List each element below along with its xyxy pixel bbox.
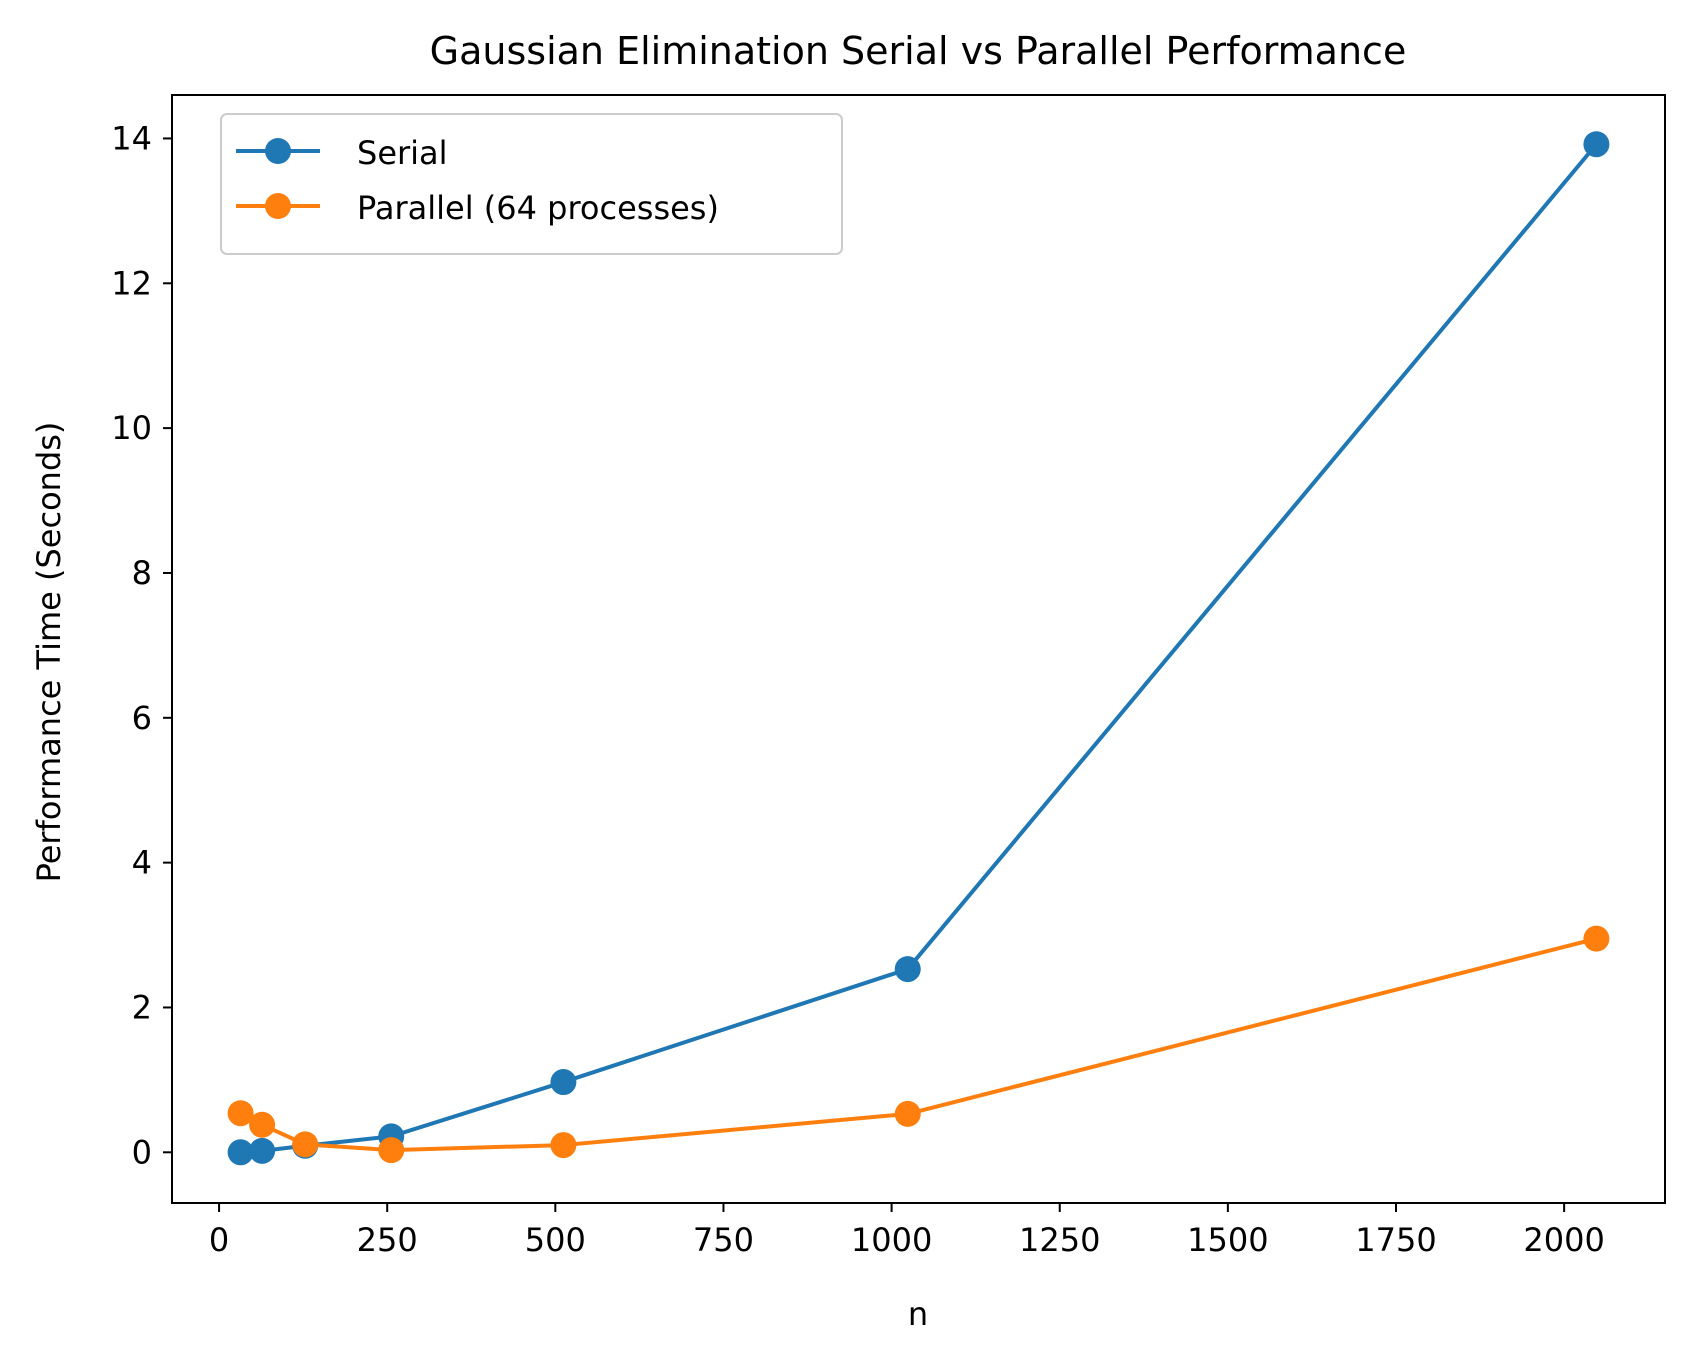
plot-frame [171,94,1666,1204]
x-tick-label: 1500 [1187,1221,1268,1259]
x-tick-label: 500 [525,1221,586,1259]
y-tick-label: 12 [111,264,152,302]
data-point-serial [894,956,921,983]
data-point-parallel [550,1132,577,1159]
x-tick-label: 1000 [851,1221,932,1259]
x-axis-title: n [908,1295,928,1333]
data-point-parallel [292,1131,319,1158]
x-tick-label: 1750 [1355,1221,1436,1259]
y-tick-label: 10 [111,409,152,447]
data-point-serial [550,1069,577,1096]
legend-label-serial: Serial [357,134,448,172]
y-tick-label: 4 [132,844,152,882]
legend-marker-parallel [265,193,291,219]
y-tick-label: 8 [132,554,152,592]
y-tick-label: 0 [132,1133,152,1171]
legend-label-parallel: Parallel (64 processes) [357,189,719,227]
x-tick-label: 1250 [1019,1221,1100,1259]
legend-marker-serial [265,138,291,164]
data-point-parallel [1583,925,1610,952]
x-tick-label: 750 [693,1221,754,1259]
x-tick-label: 0 [209,1221,229,1259]
data-point-parallel [378,1137,405,1164]
data-point-serial [227,1139,254,1166]
data-point-parallel [227,1100,254,1127]
data-point-serial [249,1137,276,1164]
y-tick-label: 2 [132,988,152,1026]
chart-title: Gaussian Elimination Serial vs Parallel … [430,29,1407,73]
legend: Serial Parallel (64 processes) [220,113,843,255]
y-tick-label: 14 [111,119,152,157]
x-tick-label: 2000 [1523,1221,1604,1259]
data-point-parallel [249,1111,276,1138]
y-tick-label: 6 [132,699,152,737]
legend-box [220,113,843,255]
x-tick-label: 250 [357,1221,418,1259]
data-point-serial [1583,131,1610,158]
y-axis-title: Performance Time (Seconds) [30,422,68,883]
plot-area: 0 250 500 750 1000 1250 1500 1750 2000 0 2 4 6 8 10 12 1… [111,94,1666,1259]
data-point-parallel [894,1100,921,1127]
